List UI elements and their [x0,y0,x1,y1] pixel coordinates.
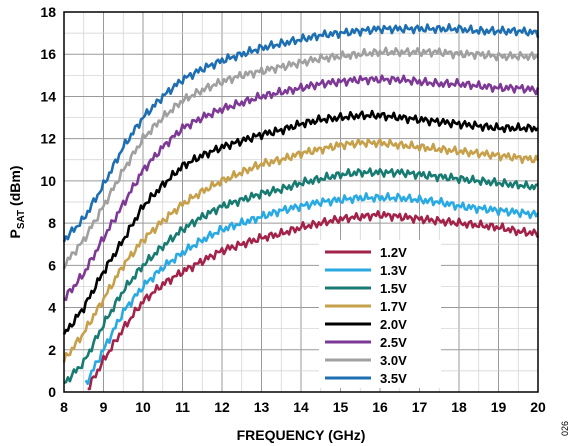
grid [63,11,539,393]
y-tick-label: 8 [48,215,56,231]
x-tick-label: 14 [293,399,309,415]
y-axis-label-sub: SAT [16,210,27,229]
plot-frame [63,11,539,393]
series-line-2.5V [63,74,540,302]
series-line-3.5V [62,23,540,243]
series-line-1.5V [63,167,539,384]
x-tick-label: 17 [412,399,428,415]
y-axis-label-main: P [7,229,23,238]
y-tick-label: 10 [40,173,56,189]
x-tick-label: 10 [135,399,151,415]
y-tick-label: 12 [40,131,56,147]
legend-label: 1.3V [380,263,407,278]
legend-label: 1.5V [380,281,407,296]
x-tick-label: 9 [100,399,108,415]
legend-label: 2.0V [380,317,407,332]
x-tick-labels: 8 9 10 11 12 13 14 15 16 17 18 19 20 [60,399,546,415]
x-axis-label: FREQUENCY (GHz) [237,427,366,443]
x-tick-label: 8 [60,399,68,415]
legend-label: 1.2V [380,245,407,260]
y-tick-label: 4 [48,300,56,316]
series-line-1.3V [84,192,540,386]
legend-background [319,240,441,388]
legend-label: 3.5V [380,371,407,386]
x-tick-label: 13 [254,399,270,415]
figure-id: 026 [560,421,570,436]
x-tick-label: 11 [175,399,190,415]
series-line-1.7V [62,138,540,363]
y-tick-label: 0 [48,384,56,400]
x-tick-label: 16 [372,399,388,415]
y-tick-label: 2 [48,342,56,358]
x-tick-label: 12 [214,399,230,415]
legend-label: 3.0V [380,353,407,368]
y-axis-label: PSAT (dBm) [7,166,27,239]
series-line-2.0V [62,109,539,335]
legend: 1.2V 1.3V 1.5V 1.7V 2.0V 2.5V 3.0V 3.5V [319,240,441,388]
y-tick-label: 16 [40,46,56,62]
x-tick-label: 18 [451,399,467,415]
series-layer [62,23,540,391]
y-tick-labels: 0 2 4 6 8 10 12 14 16 18 [40,4,56,400]
y-tick-label: 14 [40,88,56,104]
y-tick-label: 18 [40,4,56,20]
x-tick-label: 19 [491,399,507,415]
y-axis-label-unit: (dBm) [7,166,23,210]
series-line-3.0V [62,46,539,270]
series-line-1.2V [87,210,540,391]
legend-label: 2.5V [380,335,407,350]
legend-label: 1.7V [380,299,407,314]
x-tick-label: 20 [530,399,546,415]
y-tick-label: 6 [48,257,56,273]
x-tick-label: 15 [333,399,349,415]
